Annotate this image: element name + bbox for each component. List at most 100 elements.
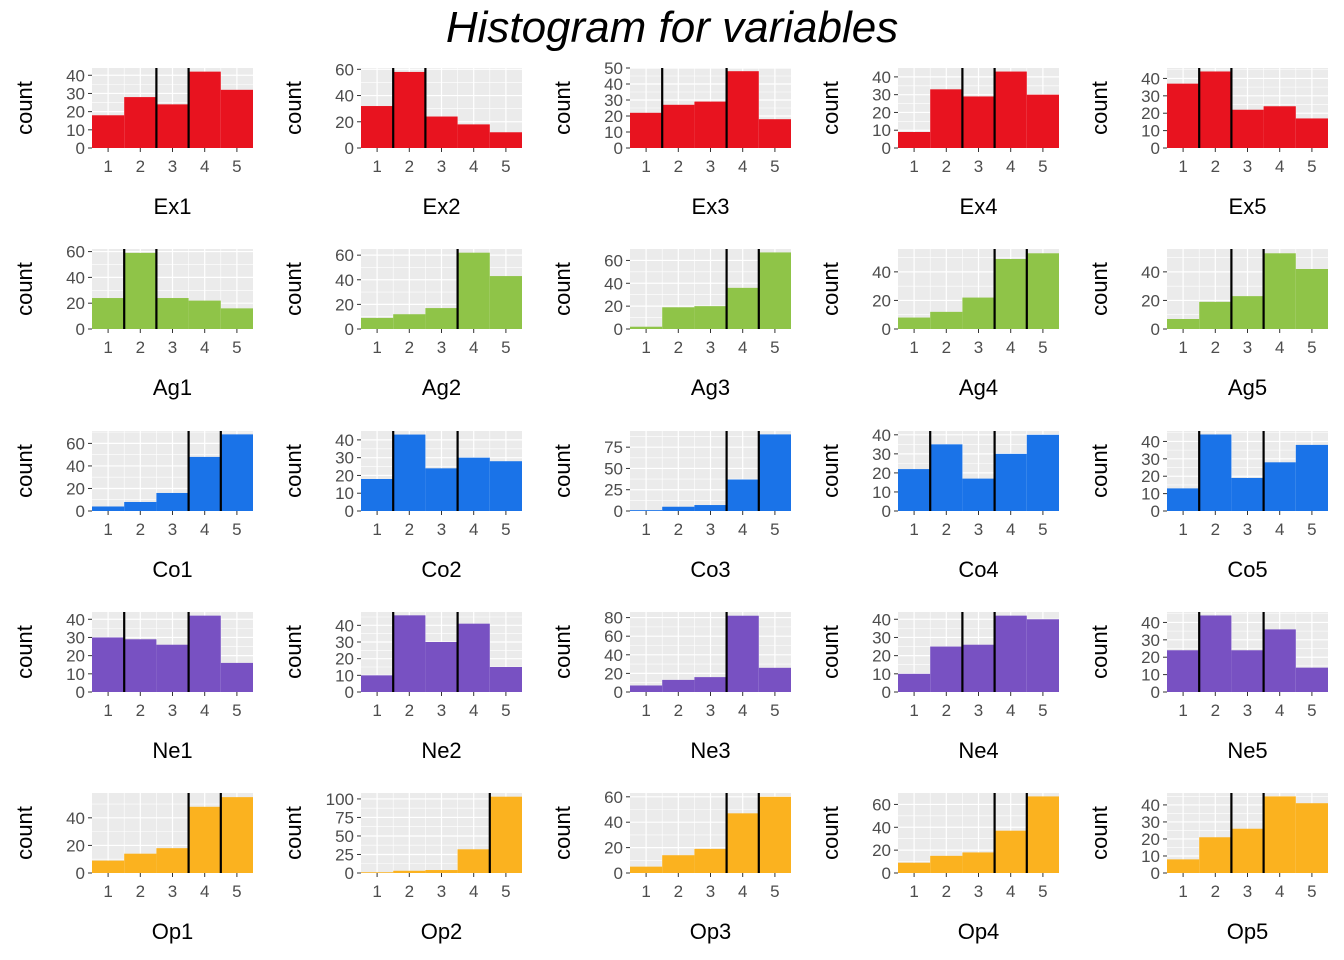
y-tick-label: 20 <box>604 664 623 683</box>
bar-5 <box>758 252 791 329</box>
x-tick-label: 3 <box>706 701 715 720</box>
y-tick-label: 25 <box>335 845 354 864</box>
panel-ex2: 0 20 40 60 1 2 3 4 5 Ex2 count <box>281 60 522 219</box>
x-tick-label: 3 <box>974 520 983 539</box>
y-axis-title: count <box>550 262 575 316</box>
y-tick-label: 40 <box>66 809 85 828</box>
y-tick-label: 0 <box>614 683 623 702</box>
bar-1 <box>630 866 663 873</box>
y-tick-label: 40 <box>872 610 891 629</box>
bar-4 <box>188 806 221 873</box>
y-tick-label: 0 <box>1151 683 1160 702</box>
bar-5 <box>1295 667 1328 692</box>
x-tick-label: 4 <box>1006 882 1015 901</box>
x-tick-label: 2 <box>674 338 683 357</box>
y-tick-label: 0 <box>1151 502 1160 521</box>
bar-1 <box>1167 83 1200 148</box>
bar-4 <box>994 830 1027 873</box>
x-tick-label: 4 <box>200 701 209 720</box>
x-axis-title: Ne4 <box>958 738 998 763</box>
x-tick-label: 4 <box>738 520 747 539</box>
x-tick-label: 4 <box>469 882 478 901</box>
bar-2 <box>930 89 963 148</box>
bar-5 <box>758 434 791 511</box>
y-tick-label: 40 <box>604 274 623 293</box>
bar-3 <box>156 104 189 148</box>
y-tick-label: 20 <box>1141 648 1160 667</box>
x-tick-label: 1 <box>103 882 112 901</box>
bar-3 <box>694 101 727 148</box>
bar-1 <box>630 685 663 692</box>
y-tick-label: 40 <box>872 426 891 445</box>
x-tick-label: 1 <box>909 520 918 539</box>
bar-4 <box>457 124 490 148</box>
x-tick-label: 3 <box>437 338 446 357</box>
bar-1 <box>630 112 663 148</box>
y-tick-label: 10 <box>604 123 623 142</box>
y-tick-label: 0 <box>76 864 85 883</box>
x-tick-label: 5 <box>1307 338 1316 357</box>
bar-2 <box>1199 71 1232 148</box>
x-tick-label: 1 <box>641 520 650 539</box>
x-tick-label: 4 <box>469 157 478 176</box>
y-tick-label: 50 <box>335 827 354 846</box>
bar-5 <box>1026 434 1059 511</box>
x-tick-label: 2 <box>942 157 951 176</box>
y-axis-title: count <box>281 81 306 135</box>
x-tick-label: 4 <box>738 338 747 357</box>
y-tick-label: 30 <box>872 628 891 647</box>
x-axis-title: Ag5 <box>1228 375 1267 400</box>
bar-1 <box>1167 488 1200 511</box>
bar-5 <box>1295 444 1328 511</box>
bar-1 <box>361 106 394 148</box>
x-tick-label: 1 <box>1178 338 1187 357</box>
x-axis-title: Op4 <box>958 919 1000 944</box>
x-tick-label: 3 <box>168 157 177 176</box>
y-axis-title: count <box>550 444 575 498</box>
y-tick-label: 0 <box>1151 864 1160 883</box>
y-axis-title: count <box>1087 444 1112 498</box>
y-tick-label: 20 <box>872 464 891 483</box>
y-axis-title: count <box>12 625 37 679</box>
y-tick-label: 10 <box>872 483 891 502</box>
y-tick-label: 0 <box>882 320 891 339</box>
x-tick-label: 5 <box>1307 520 1316 539</box>
bar-5 <box>489 461 522 511</box>
x-tick-label: 5 <box>1038 882 1047 901</box>
bar-3 <box>694 306 727 329</box>
bar-3 <box>156 298 189 329</box>
x-tick-label: 4 <box>1275 157 1284 176</box>
x-tick-label: 5 <box>501 157 510 176</box>
x-axis-title: Ne1 <box>152 738 192 763</box>
panel-ag5: 0 20 40 1 2 3 4 5 Ag5 count <box>1087 249 1328 400</box>
bar-2 <box>393 434 426 511</box>
x-tick-label: 2 <box>405 520 414 539</box>
y-tick-label: 40 <box>1141 796 1160 815</box>
bar-4 <box>188 300 221 329</box>
x-tick-label: 3 <box>168 520 177 539</box>
bar-3 <box>1231 296 1264 329</box>
y-axis-title: count <box>550 625 575 679</box>
x-tick-label: 4 <box>1006 701 1015 720</box>
bar-4 <box>726 813 759 873</box>
bar-2 <box>1199 434 1232 511</box>
y-tick-label: 10 <box>1141 666 1160 685</box>
y-tick-label: 40 <box>604 813 623 832</box>
y-tick-label: 0 <box>76 502 85 521</box>
x-tick-label: 2 <box>405 157 414 176</box>
bar-3 <box>425 870 458 873</box>
y-axis-title: count <box>1087 625 1112 679</box>
panel-ag4: 0 20 40 1 2 3 4 5 Ag4 count <box>818 249 1059 400</box>
y-tick-label: 10 <box>66 121 85 140</box>
bar-5 <box>489 796 522 873</box>
y-tick-label: 10 <box>1141 485 1160 504</box>
x-tick-label: 4 <box>738 157 747 176</box>
bar-3 <box>962 96 995 148</box>
x-tick-label: 5 <box>232 882 241 901</box>
y-tick-label: 40 <box>1141 263 1160 282</box>
x-tick-label: 1 <box>103 338 112 357</box>
x-tick-label: 5 <box>770 338 779 357</box>
y-tick-label: 30 <box>335 633 354 652</box>
x-tick-label: 4 <box>469 338 478 357</box>
